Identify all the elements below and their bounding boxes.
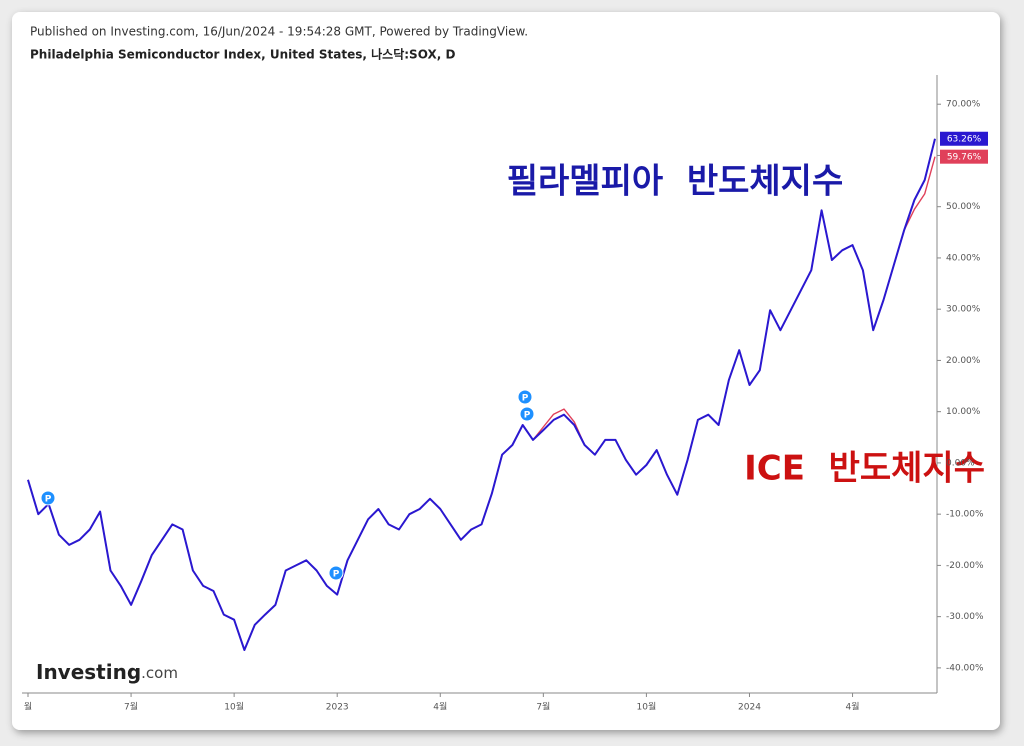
event-marker: P [519, 406, 535, 422]
y-tick-label: 20.00% [946, 356, 981, 366]
y-tick-label: -30.00% [946, 612, 984, 622]
last-value-badge [940, 149, 988, 164]
x-tick-label: 4월 [433, 701, 447, 713]
y-tick-label: 10.00% [946, 407, 981, 417]
y-tick-label: -10.00% [946, 510, 984, 520]
y-tick-label: 0.00% [946, 458, 975, 468]
y-tick-label: 40.00% [946, 253, 981, 263]
event-marker-label: P [333, 570, 340, 580]
series-line [27, 138, 936, 651]
logo-suffix: .com [141, 664, 178, 682]
subtitle: Philadelphia Semiconductor Index, United… [30, 47, 455, 62]
logo: Investing.com [36, 660, 178, 684]
event-marker-label: P [45, 495, 52, 505]
x-tick-label: 10월 [224, 701, 244, 713]
last-value-label: 63.26% [947, 135, 982, 145]
x-tick-label: 2023 [326, 703, 349, 713]
annotation-sox: 필라멜피아 반도체지수 [507, 162, 843, 202]
event-marker-label: P [522, 394, 529, 404]
y-tick-label: -40.00% [946, 663, 984, 673]
x-tick-label: 10월 [637, 701, 657, 713]
last-value-label: 59.76% [947, 153, 982, 163]
event-marker: P [517, 389, 533, 405]
y-tick-label: 50.00% [946, 202, 981, 212]
card [12, 12, 1000, 730]
x-tick-label: 7월 [536, 701, 550, 713]
event-marker: P [40, 490, 56, 506]
last-value-badge [940, 131, 988, 146]
x-tick-label: 월 [24, 701, 32, 713]
y-tick-label: 30.00% [946, 305, 981, 315]
event-marker: P [328, 565, 344, 581]
event-marker-label: P [524, 411, 531, 421]
published-note: Published on Investing.com, 16/Jun/2024 … [30, 25, 528, 39]
logo-brand: Investing [36, 660, 141, 684]
x-tick-label: 7월 [124, 701, 138, 713]
annotation-ice: ICE 반도체지수 [744, 449, 985, 489]
event-markers: P P P P [40, 389, 535, 581]
x-tick-label: 4월 [846, 701, 860, 713]
x-tick-label: 2024 [738, 703, 761, 713]
y-tick-label: 70.00% [946, 100, 981, 110]
y-tick-label: -20.00% [946, 561, 984, 571]
